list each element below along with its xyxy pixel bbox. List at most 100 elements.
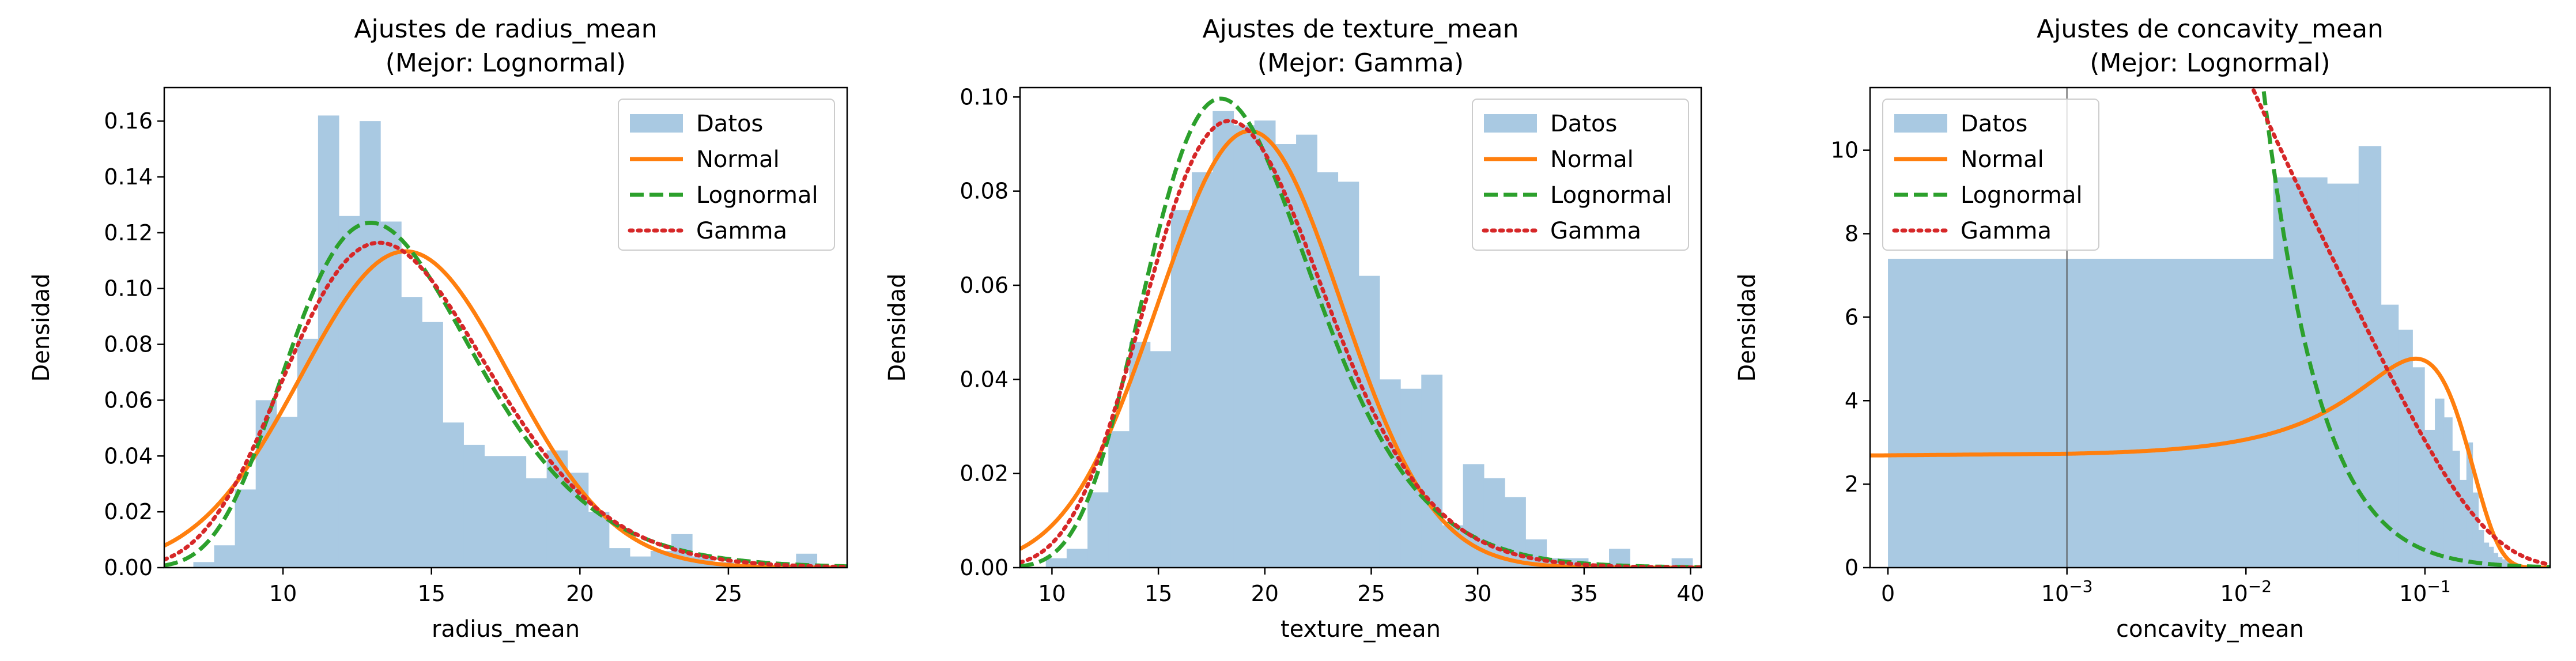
plot-area <box>1020 96 1701 568</box>
histogram-bar <box>1421 375 1443 568</box>
histogram-bar <box>276 417 298 568</box>
y-tick-label: 0.04 <box>960 367 1009 392</box>
histogram-bar <box>1888 258 2274 568</box>
histogram-bar <box>1150 351 1172 568</box>
histogram-bar <box>1233 125 1255 568</box>
histogram-bar <box>609 548 630 568</box>
histogram-bar <box>2498 557 2503 568</box>
plot-area <box>1870 88 2550 568</box>
histogram-bar <box>193 562 215 568</box>
curve-lognormal <box>2261 88 2550 568</box>
x-tick-label: 10−2 <box>2220 577 2272 606</box>
histogram-bar <box>2472 492 2479 568</box>
histogram-bar <box>235 489 256 568</box>
histogram-bar <box>1275 144 1297 568</box>
legend-box <box>1882 99 2099 251</box>
x-tick-label: 20 <box>1251 581 1279 606</box>
x-tick-label: 0 <box>1881 581 1895 606</box>
x-axis-label: texture_mean <box>1281 616 1441 643</box>
axes-frame <box>163 86 848 569</box>
y-tick-label: 2 <box>1845 471 1859 497</box>
histogram-bar <box>1213 111 1234 568</box>
histogram-bar <box>1358 275 1380 568</box>
legend-swatch-datos <box>630 114 683 133</box>
legend-label-lognormal: Lognormal <box>1550 182 1672 209</box>
histogram-bar <box>1066 549 1088 568</box>
axes-frame <box>1869 86 2551 569</box>
x-tick-label: 10−1 <box>2399 577 2451 606</box>
histogram-bar <box>2460 479 2467 568</box>
y-tick-label: 8 <box>1845 221 1859 247</box>
y-tick-label: 0 <box>1845 555 1859 580</box>
plot-area <box>164 115 847 568</box>
histogram-bar <box>1379 379 1401 568</box>
y-tick-label: 4 <box>1845 388 1859 413</box>
panel-texture-mean: Ajustes de texture_mean (Mejor: Gamma) t… <box>884 14 1705 643</box>
legend-swatch-datos <box>1894 114 1947 133</box>
legend: Datos Normal Lognormal Gamma <box>1472 99 1689 251</box>
y-tick-label: 0.02 <box>104 499 153 524</box>
histogram-bar <box>2452 451 2460 568</box>
x-tick-label: 40 <box>1676 581 1704 606</box>
y-tick-label: 0.08 <box>104 332 153 357</box>
histogram-bar <box>1317 172 1339 568</box>
histogram-bar <box>2358 146 2382 568</box>
legend-label-normal: Normal <box>696 146 780 173</box>
legend-box <box>1472 99 1689 251</box>
y-tick-label: 0.04 <box>104 443 153 469</box>
y-tick-label: 0.06 <box>960 273 1009 298</box>
x-tick-label: 30 <box>1464 581 1491 606</box>
histogram-bar <box>2443 417 2453 568</box>
curve-normal <box>1870 356 2550 568</box>
legend-label-datos: Datos <box>1961 111 2027 137</box>
y-axis-label: Densidad <box>884 273 911 382</box>
y-axis-label: Densidad <box>28 273 55 382</box>
x-axis-label: radius_mean <box>432 616 580 643</box>
x-tick-label: 10 <box>1038 581 1066 606</box>
histogram-bar <box>629 556 651 568</box>
histogram-bar <box>505 456 527 568</box>
curve-normal <box>164 249 847 568</box>
y-tick-label: 0.08 <box>960 179 1009 204</box>
y-tick-label: 6 <box>1845 304 1859 330</box>
histogram-bar <box>2327 183 2359 568</box>
x-tick-label: 10 <box>269 581 297 606</box>
histogram-bar <box>1087 492 1109 568</box>
x-tick-label: 25 <box>715 581 742 606</box>
panel-concavity-mean: Ajustes de concavity_mean (Mejor: Lognor… <box>1734 14 2551 643</box>
histogram-bar <box>2466 442 2473 568</box>
y-tick-label: 0.06 <box>104 387 153 413</box>
panel-title: Ajustes de concavity_mean <box>2037 14 2384 44</box>
y-axis-label: Densidad <box>1734 273 1761 382</box>
histogram-bar <box>2483 542 2490 568</box>
histogram-bar <box>1296 134 1317 568</box>
legend-label-lognormal: Lognormal <box>1961 182 2083 209</box>
y-tick-label: 0.14 <box>104 164 153 190</box>
x-tick-label: 15 <box>418 581 445 606</box>
histogram-bar <box>484 456 506 568</box>
histogram-bar <box>2273 177 2328 568</box>
histogram-bar <box>2478 530 2484 568</box>
curve-gamma <box>164 240 847 568</box>
histogram-bar <box>338 216 360 568</box>
histogram-bar <box>2424 429 2435 568</box>
curve-gamma <box>1020 119 1701 568</box>
legend-box <box>618 99 835 251</box>
legend-label-gamma: Gamma <box>1550 218 1641 244</box>
histogram-bar <box>588 512 610 568</box>
histogram-bar <box>526 478 547 568</box>
histogram-bar <box>2412 367 2425 568</box>
histogram-bar <box>2398 330 2413 568</box>
y-tick-label: 0.16 <box>104 108 153 134</box>
legend-label-lognormal: Lognormal <box>696 182 818 209</box>
x-tick-label: 10−3 <box>2041 577 2093 606</box>
legend-label-normal: Normal <box>1961 146 2044 173</box>
panel-radius-mean: Ajustes de radius_mean (Mejor: Lognormal… <box>28 14 848 643</box>
histogram-bar <box>422 322 443 568</box>
y-tick-label: 0.00 <box>104 555 153 580</box>
histogram-bar <box>1170 210 1192 568</box>
y-tick-label: 0.02 <box>960 461 1009 486</box>
histogram-bar <box>1108 431 1130 568</box>
x-tick-label: 15 <box>1145 581 1172 606</box>
